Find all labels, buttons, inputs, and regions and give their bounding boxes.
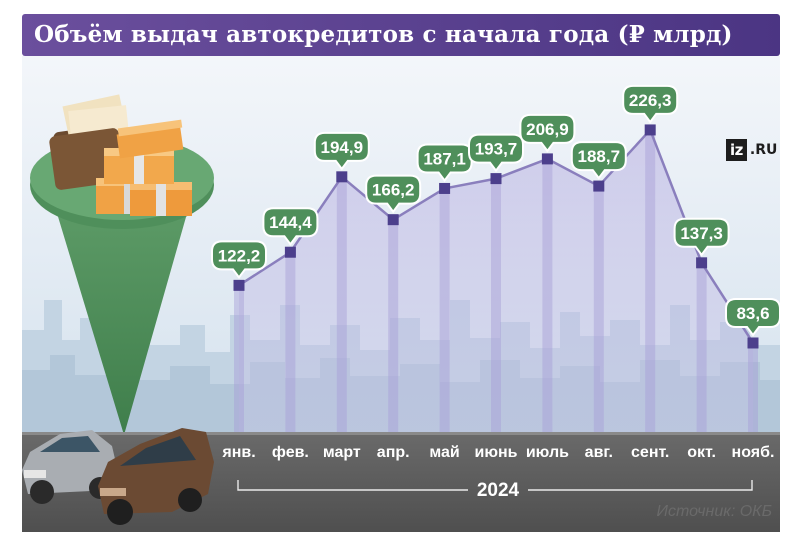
drop-column-4	[388, 219, 399, 432]
value-label: 187,1	[423, 149, 466, 168]
value-bubble-6: 193,7	[468, 133, 524, 173]
drop-column-11	[748, 342, 758, 432]
bubble-shape	[365, 174, 422, 214]
car-silver-icon	[22, 430, 118, 504]
bubble-shape	[313, 131, 370, 171]
drop-column-5	[439, 188, 450, 432]
value-label: 193,7	[475, 140, 518, 159]
drop-column-6	[491, 178, 501, 432]
drop-column-1	[234, 285, 244, 432]
drop-column-3	[336, 176, 347, 432]
value-bubbles: 122,2 144,4 194,9 166,2 187,1 193,7 206,9 188,7…	[211, 84, 781, 337]
value-bubble-5: 187,1	[416, 143, 473, 183]
drop-column-9	[645, 129, 656, 433]
x-tick-label: нояб.	[732, 444, 775, 461]
car-brown-icon	[98, 428, 214, 525]
data-point-4	[387, 214, 399, 226]
x-tick-label: июль	[526, 444, 569, 461]
bubble-shape	[262, 207, 319, 246]
drop-column-8	[593, 186, 604, 432]
area-fill	[239, 129, 753, 433]
value-bubble-11: 83,6	[725, 297, 781, 337]
source-note: Источник: ОКБ	[656, 503, 773, 520]
value-bubble-4: 166,2	[365, 174, 422, 214]
x-tick-label: фев.	[272, 444, 309, 461]
value-label: 226,3	[629, 91, 672, 110]
data-point-2	[284, 246, 296, 258]
value-label: 137,3	[680, 224, 723, 243]
value-label: 206,9	[526, 120, 569, 139]
value-label: 83,6	[736, 304, 769, 323]
data-point-11	[747, 337, 759, 349]
data-point-8	[593, 180, 605, 192]
year-bracket	[237, 480, 753, 491]
logo-mark: iz	[726, 139, 747, 161]
value-label: 122,2	[218, 246, 261, 265]
data-point-3	[336, 171, 348, 183]
data-point-5	[439, 182, 451, 194]
value-bubble-1: 122,2	[211, 240, 267, 280]
year-label: 2024	[477, 480, 520, 501]
bubble-shape	[622, 84, 679, 124]
value-label: 144,4	[269, 213, 312, 232]
data-point-1	[233, 279, 245, 291]
value-bubble-9: 226,3	[622, 84, 679, 124]
data-point-9	[644, 124, 656, 136]
bubble-shape	[211, 240, 267, 280]
data-point-10	[696, 257, 708, 269]
bubble-shape	[519, 113, 576, 153]
x-axis-labels: янв. фев. март апр. май июнь июль авг. сент. окт.…	[221, 444, 774, 461]
value-bubble-8: 188,7	[570, 141, 627, 180]
value-label: 188,7	[578, 147, 621, 166]
x-tick-label: июнь	[475, 444, 518, 461]
data-point-6	[490, 173, 502, 185]
bubble-shape	[570, 141, 627, 180]
data-markers	[233, 124, 759, 349]
x-tick-label: апр.	[377, 444, 410, 461]
x-tick-label: авг.	[585, 444, 613, 461]
x-tick-label: янв.	[221, 444, 255, 461]
area-polygon	[239, 129, 753, 433]
value-bubble-2: 144,4	[262, 207, 319, 246]
money-stack-icon	[96, 119, 192, 216]
x-tick-label: окт.	[687, 444, 716, 461]
road-edge	[22, 432, 780, 435]
bubble-shape	[725, 297, 781, 337]
title-bar: Объём выдач автокредитов с начала года (…	[22, 14, 780, 56]
drop-column-7	[542, 158, 553, 432]
data-point-7	[541, 153, 553, 165]
chart-title: Объём выдач автокредитов с начала года (…	[34, 21, 733, 48]
value-label: 194,9	[321, 138, 364, 157]
bubble-shape	[673, 217, 730, 257]
logo-suffix: .RU	[749, 142, 778, 158]
value-label: 166,2	[372, 181, 415, 200]
x-tick-label: март	[323, 444, 361, 461]
value-bubble-10: 137,3	[673, 217, 730, 257]
drop-column-2	[285, 252, 296, 432]
value-bubble-3: 194,9	[313, 131, 370, 171]
izru-logo: iz .RU	[726, 138, 777, 162]
value-bubble-7: 206,9	[519, 113, 576, 153]
drop-column-10	[696, 262, 707, 432]
x-tick-label: сент.	[631, 444, 669, 461]
x-tick-label: май	[429, 444, 459, 461]
